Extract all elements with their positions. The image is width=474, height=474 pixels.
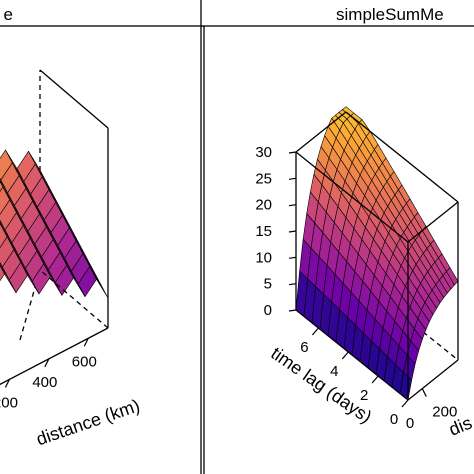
z-tick-mark (288, 283, 297, 286)
y-tick-mark (371, 375, 379, 384)
z-tick-label: 30 (255, 144, 272, 161)
right-y-axis-ticks: 0 2 4 6 (300, 327, 409, 428)
right-panel-frame (200, 0, 202, 474)
y-tick-label: 4 (330, 363, 338, 380)
y-tick-label: 2 (360, 387, 368, 404)
right-z-axis-ticks: 0 5 10 15 20 25 30 (255, 144, 297, 319)
z-tick-mark (288, 204, 297, 207)
x-tick-label: 200 (432, 404, 457, 421)
z-tick-mark (288, 177, 297, 180)
x-tick-mark (421, 388, 427, 397)
surface-facet (0, 264, 5, 282)
left-box-front-edges (0, 69, 109, 386)
box-edge-top-back-left (295, 111, 347, 153)
y-tick-label: 0 (390, 411, 398, 428)
z-tick-mark (288, 256, 297, 259)
z-tick-mark (288, 151, 297, 154)
box-edge-top-front-left (295, 151, 409, 243)
x-tick-mark (4, 379, 10, 388)
z-tick-label: 10 (255, 249, 272, 266)
box-edge-bottom-front-right (407, 359, 459, 401)
x-tick-label: 400 (32, 374, 57, 391)
right-strip (200, 0, 474, 27)
box-edge-bottom-front (0, 327, 109, 386)
z-tick-label: 5 (264, 276, 272, 293)
z-tick-label: 0 (264, 302, 272, 319)
box-edge-top-front-right (407, 201, 459, 243)
left-strip-label: e (4, 5, 13, 24)
left-panel-frame (203, 0, 205, 474)
y-tick-mark (341, 351, 349, 360)
box-edge-top-back (39, 69, 109, 129)
strips: e simpleSumMe (0, 0, 474, 27)
x-tick-label: 600 (72, 353, 97, 370)
left-surface-panel: 200 400 600 distance (km) (0, 69, 143, 449)
box-edge-top-back-right (345, 111, 459, 203)
box-edge-bottom-back (39, 269, 109, 329)
z-tick-label: 20 (255, 197, 272, 214)
y-tick-label: 6 (300, 339, 308, 356)
left-strip (0, 0, 205, 27)
y-tick-mark (401, 399, 409, 408)
z-tick-mark (288, 309, 297, 312)
right-surface (295, 106, 459, 401)
box-edge-bottom-front-left (295, 309, 409, 401)
surface-facet (0, 181, 4, 193)
z-tick-label: 15 (255, 223, 272, 240)
x-tick-label: 200 (0, 394, 18, 411)
box-edge-back-right (345, 269, 459, 361)
x-tick-label: 0 (406, 415, 414, 432)
y-tick-mark (311, 327, 319, 336)
surface-facet (0, 264, 17, 294)
left-x-axis-ticks: 200 400 600 (0, 338, 97, 411)
right-strip-label: simpleSumMe (336, 5, 444, 24)
x-tick-mark (83, 338, 89, 347)
box-edge-back-bottom (19, 269, 41, 341)
left-surface (0, 149, 109, 299)
x-tick-mark (44, 358, 50, 368)
z-tick-mark (288, 230, 297, 233)
z-tick-label: 25 (255, 170, 272, 187)
left-x-axis-title: distance (km) (34, 395, 143, 449)
